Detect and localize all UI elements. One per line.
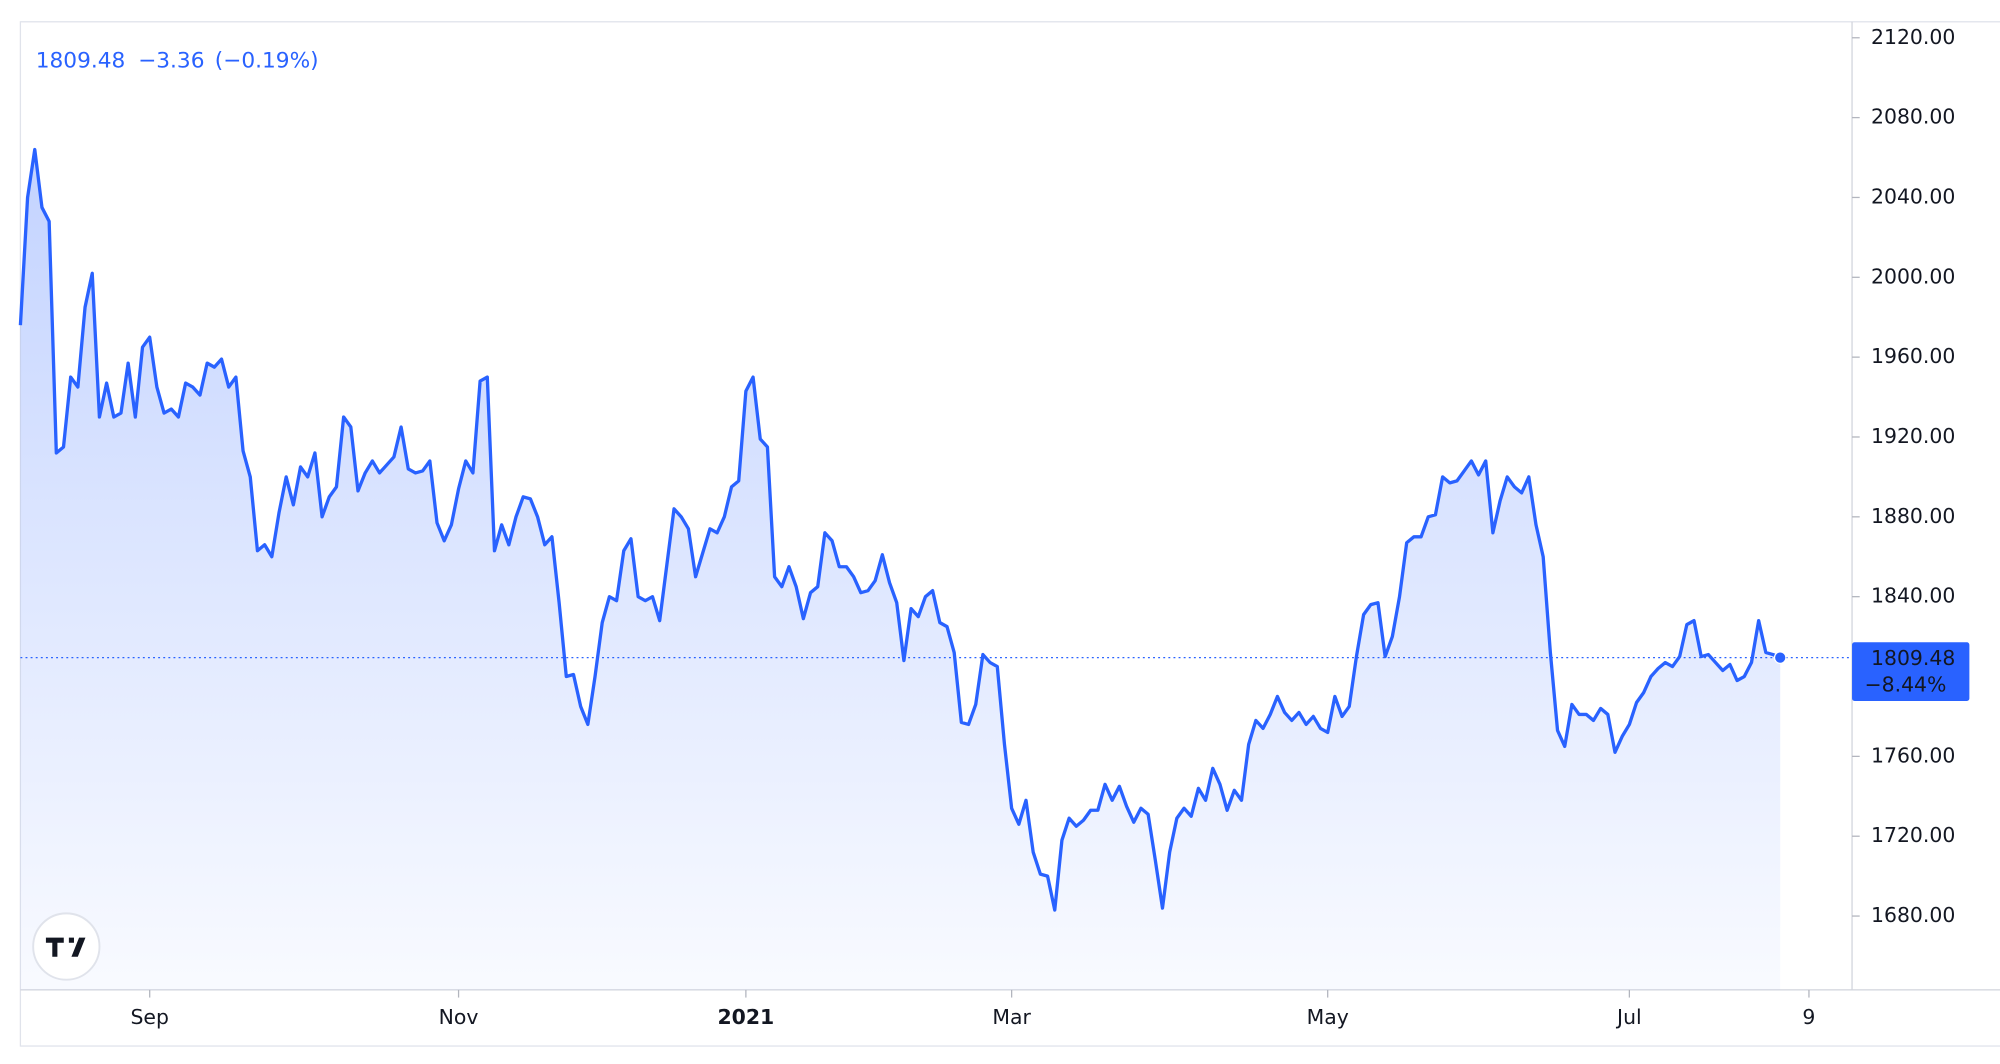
price-line <box>18 147 1781 912</box>
y-tick-label: 2040.00 <box>1871 184 1955 208</box>
x-tick-label: Nov <box>439 1005 479 1029</box>
y-tick-label: 1680.00 <box>1871 903 1955 927</box>
last-price: 1809.48 <box>36 48 126 73</box>
y-tick-label: 1920.00 <box>1871 424 1955 448</box>
last-point <box>1773 651 1787 664</box>
area-fill <box>20 149 1781 990</box>
x-tick-label: Jul <box>1615 1005 1642 1029</box>
y-tick-label: 2000.00 <box>1871 264 1955 288</box>
y-tick-label: 1760.00 <box>1871 743 1955 767</box>
x-tick-label: Mar <box>992 1005 1031 1029</box>
price-tag-change: −8.44% <box>1865 673 1947 697</box>
y-tick-label: 1840.00 <box>1871 584 1955 608</box>
y-tick-label: 1720.00 <box>1871 823 1955 847</box>
x-tick-label: 9 <box>1802 1005 1815 1029</box>
x-tick-label: 2021 <box>717 1005 774 1029</box>
price-tag <box>1852 642 1970 701</box>
y-tick-label: 2120.00 <box>1871 25 1955 49</box>
price-tag-value: 1809.48 <box>1871 646 1955 670</box>
y-tick-label: 1880.00 <box>1871 504 1955 528</box>
change-percent: (−0.19%) <box>215 48 319 73</box>
logo <box>32 912 101 981</box>
y-tick-label: 1960.00 <box>1871 344 1955 368</box>
plot <box>18 147 1853 990</box>
y-tick-label: 2080.00 <box>1871 105 1955 129</box>
x-tick-label: May <box>1307 1005 1349 1029</box>
change: −3.36 <box>138 48 204 73</box>
x-tick-label: Sep <box>130 1005 168 1029</box>
